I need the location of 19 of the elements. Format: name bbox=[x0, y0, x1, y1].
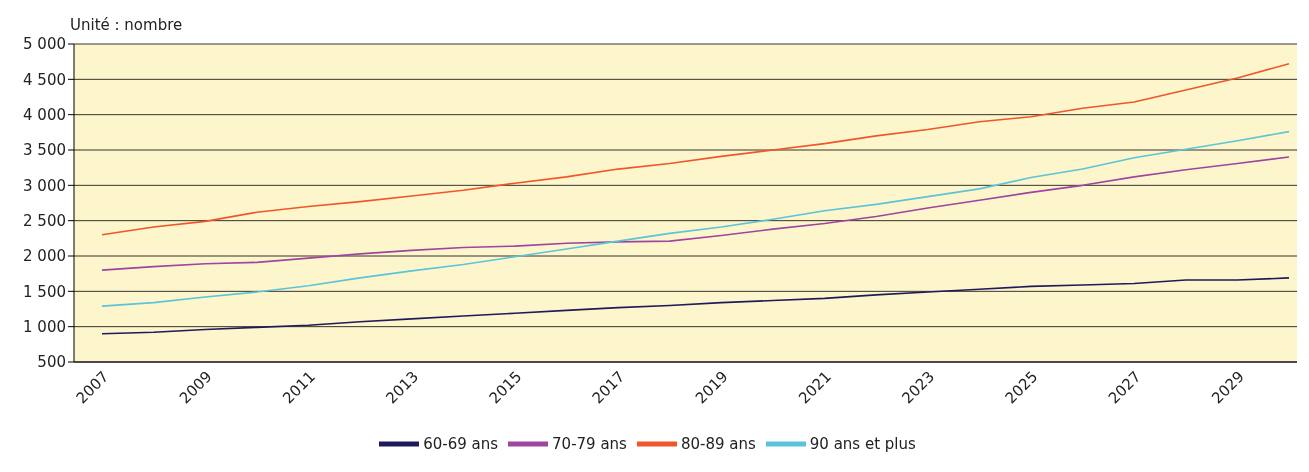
y-tick-label: 5 000 bbox=[23, 35, 66, 54]
y-tick-label: 4 000 bbox=[23, 105, 66, 124]
y-tick-label: 3 000 bbox=[23, 176, 66, 195]
legend-label: 90 ans et plus bbox=[809, 434, 916, 453]
y-tick-label: 500 bbox=[37, 353, 66, 372]
legend-label: 80-89 ans bbox=[680, 434, 756, 453]
y-tick-label: 2 000 bbox=[23, 247, 66, 266]
line-series bbox=[101, 130, 1290, 307]
line-series bbox=[101, 277, 1290, 335]
y-tick-label: 2 500 bbox=[23, 211, 66, 230]
y-tick-label: 3 500 bbox=[23, 141, 66, 160]
y-tick-label: 1 500 bbox=[23, 282, 66, 301]
legend-label: 60-69 ans bbox=[423, 434, 499, 453]
line-series bbox=[101, 62, 1290, 236]
legend-label: 70-79 ans bbox=[552, 434, 627, 453]
line-series bbox=[101, 156, 1290, 271]
y-tick-label: 4 500 bbox=[23, 70, 66, 89]
y-axis-title: Unité : nombre bbox=[70, 16, 183, 34]
y-tick-label: 1 000 bbox=[23, 317, 66, 336]
